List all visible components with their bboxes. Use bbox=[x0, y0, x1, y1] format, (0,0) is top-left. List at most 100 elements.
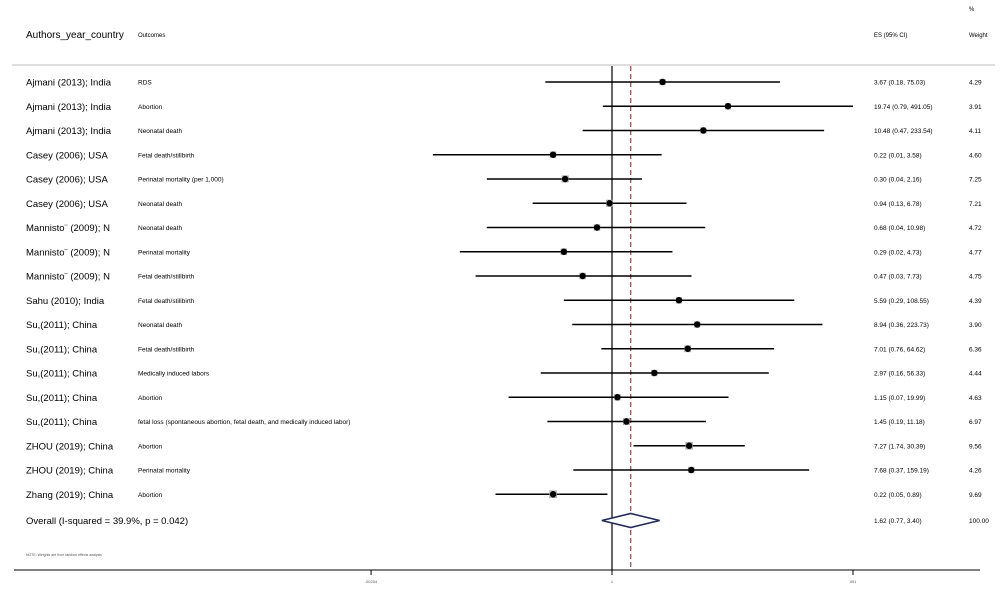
weight-value: 6.97 bbox=[969, 419, 982, 426]
weight-value: 7.25 bbox=[969, 177, 982, 184]
study-label: Mannisto¨ (2009); N bbox=[26, 272, 110, 283]
table-row: ZHOU (2019); China Perinatal mortality 7.6… bbox=[26, 466, 982, 477]
es-value: 2.97 (0.16, 56.33) bbox=[874, 371, 925, 378]
outcome-label: Perinatal mortality (per 1,000) bbox=[138, 177, 224, 184]
weight-value: 4.26 bbox=[969, 468, 982, 475]
es-value: 3.67 (0.18, 75.03) bbox=[874, 80, 925, 87]
es-value: 0.68 (0.04, 10.98) bbox=[874, 225, 925, 232]
table-row: Su,(2011); China Abortion 1.15 (0.07, 19.9… bbox=[26, 393, 982, 404]
outcome-label: Fetal death/stillbirth bbox=[138, 274, 195, 281]
es-value: 0.22 (0.05, 0.89) bbox=[874, 492, 922, 499]
rows-layer: Ajmani (2013); India RDS 3.67 (0.18, 75.03… bbox=[26, 66, 989, 570]
overall-es-value: 1.62 (0.77, 3.40) bbox=[874, 518, 922, 525]
weight-value: 4.11 bbox=[969, 128, 982, 135]
study-label: Casey (2006); USA bbox=[26, 199, 109, 210]
outcome-label: Abortion bbox=[138, 104, 163, 111]
study-label: Su,(2011); China bbox=[26, 369, 98, 380]
header-es-label: ES (95% CI) bbox=[874, 33, 907, 39]
outcome-label: Neonatal death bbox=[138, 201, 182, 208]
weight-value: 4.63 bbox=[969, 395, 982, 402]
table-row: Sahu (2010); India Fetal death/stillbirth… bbox=[26, 296, 982, 307]
table-row: Mannisto¨ (2009); N Fetal death/stillbirt… bbox=[26, 272, 982, 283]
study-label: Su,(2011); China bbox=[26, 417, 98, 428]
point-estimate bbox=[614, 394, 621, 401]
x-tick-label: 491 bbox=[850, 579, 857, 584]
table-row: Casey (2006); USA Fetal death/stillbirth 0… bbox=[26, 150, 982, 161]
footnote: NOTE: Weights are from random effects an… bbox=[26, 553, 102, 557]
header-weight-percent: % bbox=[969, 7, 975, 13]
outcome-label: RDS bbox=[138, 80, 152, 87]
study-label: Mannisto¨ (2009); N bbox=[26, 247, 110, 258]
weight-value: 7.21 bbox=[969, 201, 982, 208]
table-row: Ajmani (2013); India Neonatal death 10.48 … bbox=[26, 126, 982, 137]
es-value: 0.29 (0.02, 4.73) bbox=[874, 249, 922, 256]
outcome-label: Perinatal mortality bbox=[138, 249, 191, 256]
weight-value: 4.75 bbox=[969, 274, 982, 281]
x-tick-label: .00204 bbox=[365, 579, 378, 584]
study-label: Su,(2011); China bbox=[26, 393, 98, 404]
es-value: 7.01 (0.76, 64.62) bbox=[874, 346, 925, 353]
header-weight-label: Weight bbox=[969, 33, 988, 39]
es-value: 7.27 (1.74, 30.39) bbox=[874, 443, 925, 450]
x-tick-label: 1 bbox=[611, 579, 614, 584]
point-estimate bbox=[724, 103, 732, 110]
outcome-label: Fetal death/stillbirth bbox=[138, 346, 195, 353]
outcome-label: Fetal death/stillbirth bbox=[138, 152, 195, 159]
weight-value: 4.29 bbox=[969, 80, 982, 87]
table-row: ZHOU (2019); China Abortion 7.27 (1.74, 30… bbox=[26, 441, 982, 452]
table-row: Casey (2006); USA Neonatal death 0.94 (0.1… bbox=[26, 199, 982, 210]
point-estimate bbox=[560, 248, 568, 255]
study-label: Ajmani (2013); India bbox=[26, 102, 112, 113]
weight-value: 6.36 bbox=[969, 346, 982, 353]
table-row: Zhang (2019); China Abortion 0.22 (0.05, 0… bbox=[26, 490, 982, 501]
weight-value: 9.69 bbox=[969, 492, 982, 499]
es-value: 0.22 (0.01, 3.58) bbox=[874, 152, 922, 159]
study-label: Su,(2011); China bbox=[26, 320, 98, 331]
outcome-label: Abortion bbox=[138, 492, 163, 499]
es-value: 19.74 (0.79, 491.05) bbox=[874, 104, 933, 111]
table-row: Mannisto¨ (2009); N Perinatal mortality 0.… bbox=[26, 247, 982, 258]
point-estimate bbox=[623, 418, 630, 425]
weight-value: 4.72 bbox=[969, 225, 982, 232]
study-label: Sahu (2010); India bbox=[26, 296, 105, 307]
header-outcomes-label: Outcomes bbox=[138, 33, 165, 39]
es-value: 1.45 (0.19, 11.18) bbox=[874, 419, 925, 426]
es-value: 10.48 (0.47, 233.54) bbox=[874, 128, 933, 135]
study-label: Casey (2006); USA bbox=[26, 175, 109, 186]
weight-value: 3.90 bbox=[969, 322, 982, 329]
table-row: Su,(2011); China fetal loss (spontaneous … bbox=[26, 417, 982, 428]
point-estimate bbox=[684, 345, 691, 352]
es-value: 0.47 (0.03, 7.73) bbox=[874, 274, 922, 281]
study-label: ZHOU (2019); China bbox=[26, 441, 114, 452]
point-estimate bbox=[688, 466, 695, 474]
outcome-label: Abortion bbox=[138, 395, 163, 402]
study-label: Casey (2006); USA bbox=[26, 150, 109, 161]
point-estimate bbox=[549, 151, 557, 158]
weight-value: 3.91 bbox=[969, 104, 982, 111]
es-value: 1.15 (0.07, 19.99) bbox=[874, 395, 925, 402]
es-value: 5.59 (0.29, 108.55) bbox=[874, 298, 929, 305]
overall-weight-value: 100.00 bbox=[969, 518, 989, 525]
outcome-label: fetal loss (spontaneous abortion, fetal … bbox=[138, 419, 350, 426]
outcome-label: Neonatal death bbox=[138, 225, 182, 232]
outcome-label: Neonatal death bbox=[138, 128, 182, 135]
table-row: Su,(2011); China Fetal death/stillbirth 7.… bbox=[26, 344, 982, 355]
point-estimate bbox=[593, 224, 601, 231]
outcome-label: Abortion bbox=[138, 443, 163, 450]
study-label: Su,(2011); China bbox=[26, 344, 98, 355]
header-authors-label: Authors_year_country bbox=[26, 30, 124, 41]
table-row: Ajmani (2013); India RDS 3.67 (0.18, 75.03… bbox=[26, 78, 982, 89]
es-value: 7.68 (0.37, 159.19) bbox=[874, 468, 929, 475]
study-label: Ajmani (2013); India bbox=[26, 126, 112, 137]
overall-row: Overall (I-squared = 39.9%, p = 0.042) 1.… bbox=[26, 512, 989, 529]
x-axis-ticks: .00204 1 491 bbox=[365, 570, 857, 584]
point-estimate bbox=[693, 321, 701, 328]
table-row: Ajmani (2013); India Abortion 19.74 (0.79,… bbox=[26, 102, 982, 113]
table-row: Casey (2006); USA Perinatal mortality (pe… bbox=[26, 175, 982, 186]
outcome-label: Neonatal death bbox=[138, 322, 182, 329]
weight-value: 4.60 bbox=[969, 152, 982, 159]
table-row: Mannisto¨ (2009); N Neonatal death 0.68 (0… bbox=[26, 223, 982, 234]
study-label: ZHOU (2019); China bbox=[26, 466, 114, 477]
study-label: Mannisto¨ (2009); N bbox=[26, 223, 110, 234]
